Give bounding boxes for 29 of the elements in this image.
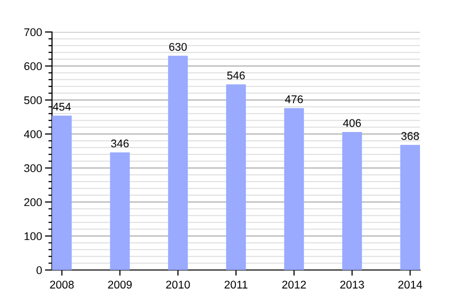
y-tick-label: 400: [24, 130, 42, 138]
y-tick-label: 600: [24, 62, 42, 70]
bar: [168, 56, 188, 270]
data-label: 476: [285, 95, 303, 104]
x-tick-label: 2009: [108, 280, 132, 289]
data-label: 546: [227, 72, 245, 80]
x-tick-label: 2011: [224, 280, 248, 289]
bar: [284, 108, 304, 270]
bar: [400, 144, 420, 270]
data-label: 406: [343, 119, 361, 127]
x-tick-label: 2010: [166, 280, 190, 289]
y-tick-label: 0: [36, 266, 42, 274]
y-tick-label: 700: [24, 28, 42, 36]
data-label: 346: [111, 140, 129, 148]
y-tick-label: 100: [24, 232, 42, 240]
data-label: 454: [52, 102, 71, 111]
data-label: 630: [169, 42, 187, 51]
bar: [52, 116, 72, 270]
y-tick-label: 200: [24, 198, 42, 206]
x-tick-label: 2008: [50, 280, 74, 289]
bar: [110, 152, 130, 270]
bar: [342, 132, 362, 270]
y-tick-label: 500: [24, 96, 42, 104]
x-tick-label: 2013: [340, 280, 364, 289]
data-label: 368: [401, 132, 419, 140]
x-tick-label: 2014: [398, 280, 422, 289]
bar: [226, 84, 246, 270]
y-tick-label: 300: [24, 164, 42, 172]
x-tick-label: 2012: [282, 280, 306, 289]
